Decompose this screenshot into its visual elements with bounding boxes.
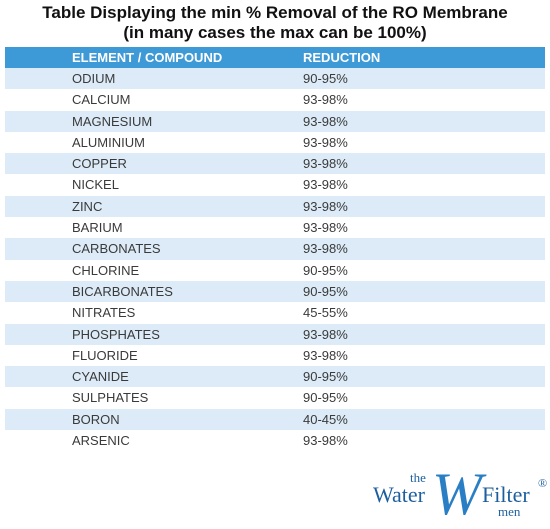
cell: 93-98% bbox=[303, 177, 348, 193]
table-row: MAGNESIUM 93-98% bbox=[5, 110, 545, 132]
cell: 93-98% bbox=[303, 134, 348, 150]
cell: 93-98% bbox=[303, 113, 348, 129]
cell: 93-98% bbox=[303, 92, 348, 108]
cell: 93-98% bbox=[303, 347, 348, 363]
cell: 93-98% bbox=[303, 220, 348, 236]
table-row: CHLORINE 90-95% bbox=[5, 260, 545, 281]
cell: 45-55% bbox=[303, 305, 348, 321]
table-row: COPPER 93-98% bbox=[5, 153, 545, 175]
cell: BARIUM bbox=[72, 220, 123, 236]
table-row: ZINC 93-98% bbox=[5, 195, 545, 218]
cell: 90-95% bbox=[303, 283, 348, 299]
cell: ODIUM bbox=[72, 71, 116, 86]
cell: 93-98% bbox=[303, 156, 348, 172]
logo-text: Filter bbox=[482, 482, 530, 507]
cell: 93-98% bbox=[303, 433, 348, 449]
cell: 40-45% bbox=[303, 411, 348, 427]
cell: 93-98% bbox=[303, 326, 348, 342]
logo: the Water W Filter ® men bbox=[370, 461, 550, 528]
table-row: CARBONATES 93-98% bbox=[5, 238, 545, 260]
table: ELEMENT / COMPOUND REDUCTION ODIUM 90-95% CA… bbox=[5, 47, 545, 451]
cell: COPPER bbox=[72, 156, 127, 172]
logo-text: ® bbox=[538, 476, 548, 490]
table-row: ODIUM 90-95% bbox=[5, 68, 545, 90]
logo-text: men bbox=[498, 504, 521, 519]
cell: CYANIDE bbox=[72, 369, 129, 385]
table-row: BORON 40-45% bbox=[5, 408, 545, 431]
title: Table Displaying the min % Removal of th… bbox=[42, 3, 508, 22]
cell: ARSENIC bbox=[72, 433, 130, 449]
table-row: NITRATES 45-55% bbox=[5, 302, 545, 323]
logo-text: W bbox=[432, 461, 482, 527]
table-row: BARIUM 93-98% bbox=[5, 217, 545, 238]
cell: 90-95% bbox=[303, 369, 348, 385]
cell: 93-98% bbox=[303, 241, 348, 257]
table-row: FLUORIDE 93-98% bbox=[5, 345, 545, 366]
cell: 93-98% bbox=[303, 198, 348, 214]
cell: NITRATES bbox=[72, 305, 136, 321]
table-row: SULPHATES 90-95% bbox=[5, 387, 545, 408]
cell: CARBONATES bbox=[72, 241, 161, 257]
cell: MAGNESIUM bbox=[72, 113, 153, 129]
table-row: PHOSPHATES 93-98% bbox=[5, 323, 545, 345]
cell: NICKEL bbox=[72, 177, 119, 193]
subtitle: (in many cases the max can be 100%) bbox=[123, 23, 427, 42]
cell: BORON bbox=[72, 411, 120, 427]
cell: SULPHATES bbox=[72, 390, 149, 406]
logo-text: the bbox=[410, 470, 426, 485]
cell: 90-95% bbox=[303, 262, 348, 278]
table-row: CYANIDE 90-95% bbox=[5, 366, 545, 388]
cell: BICARBONATES bbox=[72, 283, 173, 299]
table-row: CALCIUM 93-98% bbox=[5, 89, 545, 110]
header-cell: ELEMENT / COMPOUND bbox=[72, 50, 223, 65]
header-row: ELEMENT / COMPOUND REDUCTION bbox=[5, 47, 545, 68]
logo-text: Water bbox=[373, 482, 425, 507]
cell: ZINC bbox=[72, 198, 103, 214]
table-row: BICARBONATES 90-95% bbox=[5, 280, 545, 303]
table-row: ARSENIC 93-98% bbox=[5, 430, 545, 451]
table-row: NICKEL 93-98% bbox=[5, 174, 545, 195]
cell: 90-95% bbox=[303, 390, 348, 406]
table-row: ALUMINIUM 93-98% bbox=[5, 132, 545, 153]
cell: 90-95% bbox=[303, 71, 348, 86]
cell: CHLORINE bbox=[72, 262, 140, 278]
cell: ALUMINIUM bbox=[72, 134, 145, 150]
header-cell: REDUCTION bbox=[303, 50, 381, 65]
cell: FLUORIDE bbox=[72, 347, 138, 363]
cell: CALCIUM bbox=[72, 92, 131, 108]
cell: PHOSPHATES bbox=[72, 326, 160, 342]
